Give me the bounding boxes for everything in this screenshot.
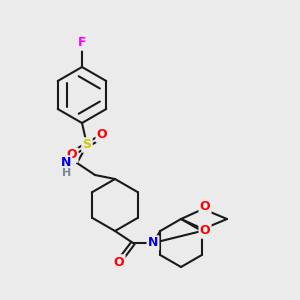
Text: O: O bbox=[200, 224, 210, 238]
Text: S: S bbox=[82, 139, 91, 152]
Text: N: N bbox=[61, 157, 71, 169]
Text: O: O bbox=[97, 128, 107, 142]
Text: H: H bbox=[62, 168, 71, 178]
Text: F: F bbox=[78, 37, 86, 50]
Text: N: N bbox=[148, 236, 158, 250]
Text: O: O bbox=[67, 148, 77, 161]
Text: O: O bbox=[114, 256, 124, 268]
Text: O: O bbox=[200, 200, 210, 214]
